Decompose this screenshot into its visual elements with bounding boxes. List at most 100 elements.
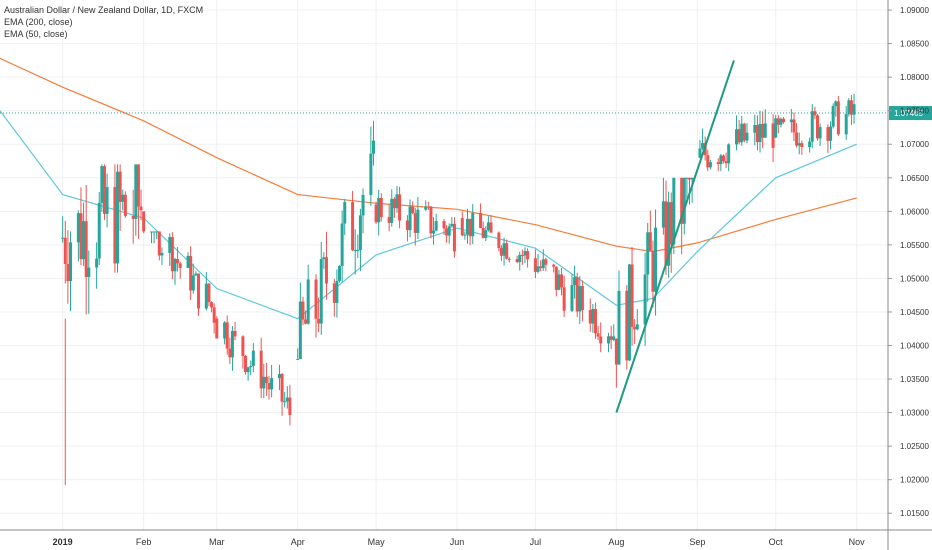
candle-body xyxy=(593,309,597,334)
candle-body xyxy=(651,250,655,292)
candle-body xyxy=(541,259,545,269)
candle-body xyxy=(526,251,530,260)
candle-body xyxy=(317,318,321,324)
candle-body xyxy=(262,376,266,389)
candle-body xyxy=(831,106,835,127)
candle-body xyxy=(735,129,739,145)
candle-body xyxy=(131,216,135,219)
candle-body xyxy=(84,221,88,277)
candle-body xyxy=(573,277,577,286)
ema-200-series xyxy=(0,57,857,253)
x-tick-label: Jun xyxy=(450,537,465,547)
candle-body xyxy=(810,111,814,142)
candle-body xyxy=(518,254,522,263)
candle-body xyxy=(304,319,308,324)
candle-body xyxy=(797,143,801,146)
candle-body xyxy=(575,277,579,312)
candle-body xyxy=(134,164,138,219)
y-tick-label: 1.01500 xyxy=(900,509,929,518)
candle-body xyxy=(745,132,749,141)
candle-body xyxy=(76,213,80,243)
candle-body xyxy=(617,290,621,365)
ema-50-line xyxy=(0,110,857,320)
candle-body xyxy=(452,223,456,252)
candle-body xyxy=(596,333,600,337)
candle-body xyxy=(207,283,211,303)
candle-body xyxy=(800,143,804,148)
candle-body xyxy=(489,222,493,233)
candle-body xyxy=(136,164,140,207)
candle-body xyxy=(447,226,451,236)
y-tick-label: 1.02500 xyxy=(900,442,929,451)
candle-body xyxy=(836,101,840,135)
candle-body xyxy=(570,285,574,311)
candle-body xyxy=(826,127,830,141)
candle-body xyxy=(740,123,744,143)
candle-body xyxy=(374,204,378,223)
candle-body xyxy=(361,194,365,216)
candle-body xyxy=(215,318,219,339)
candle-body xyxy=(771,123,775,148)
candle-body xyxy=(554,266,558,290)
candle-body xyxy=(413,213,417,233)
candle-body xyxy=(599,336,603,344)
y-tick-label: 1.06000 xyxy=(900,207,929,216)
candle-body xyxy=(332,283,336,303)
candle-body xyxy=(742,123,746,141)
candle-body xyxy=(661,201,665,228)
trendline[interactable] xyxy=(615,60,735,413)
candle-body xyxy=(387,217,391,223)
candle-body xyxy=(539,266,543,269)
candle-body xyxy=(497,232,501,248)
candle-body xyxy=(285,397,289,402)
candle-body xyxy=(277,373,281,379)
candle-body xyxy=(204,283,208,309)
last-price-label: 1.07465 xyxy=(894,109,923,118)
candle-body xyxy=(753,125,757,133)
candle-body xyxy=(580,286,584,311)
candle-body xyxy=(499,247,503,256)
candle-body xyxy=(708,162,712,168)
candle-body xyxy=(701,142,705,149)
candle-body xyxy=(170,237,174,272)
candle-body xyxy=(264,376,268,384)
trendline-line[interactable] xyxy=(615,60,735,413)
candle-body xyxy=(682,177,686,224)
y-tick-label: 1.09000 xyxy=(900,6,929,15)
candle-body xyxy=(698,148,702,158)
x-tick-label: Sep xyxy=(689,537,705,547)
x-tick-label: Feb xyxy=(136,537,152,547)
candle-body xyxy=(395,194,399,209)
y-tick-label: 1.07500 xyxy=(900,107,929,116)
candle-body xyxy=(324,257,328,284)
candle-body xyxy=(536,266,540,272)
candle-body xyxy=(371,140,375,154)
last-price-badge xyxy=(889,106,932,121)
candle-body xyxy=(630,264,634,327)
y-tick-label: 1.04000 xyxy=(900,342,929,351)
candle-body xyxy=(66,263,70,282)
candle-body xyxy=(706,155,710,168)
candle-body xyxy=(233,330,237,337)
candle-body xyxy=(625,290,629,361)
candle-body xyxy=(139,206,143,211)
candle-body xyxy=(523,251,527,256)
x-tick-label: Oct xyxy=(769,537,784,547)
candle-body xyxy=(340,223,344,267)
candle-body xyxy=(591,309,595,324)
candle-body xyxy=(69,242,73,282)
y-tick-label: 1.03500 xyxy=(900,375,929,384)
y-tick-label: 1.05000 xyxy=(900,274,929,283)
candle-body xyxy=(515,259,519,263)
x-tick-label: Apr xyxy=(291,537,305,547)
candle-body xyxy=(358,215,362,250)
candle-body xyxy=(95,258,99,268)
candle-body xyxy=(763,123,767,138)
candle-body xyxy=(87,267,91,277)
y-tick-label: 1.07000 xyxy=(900,140,929,149)
candle-body xyxy=(578,286,582,312)
candle-body xyxy=(434,221,438,231)
candle-body xyxy=(306,279,310,324)
